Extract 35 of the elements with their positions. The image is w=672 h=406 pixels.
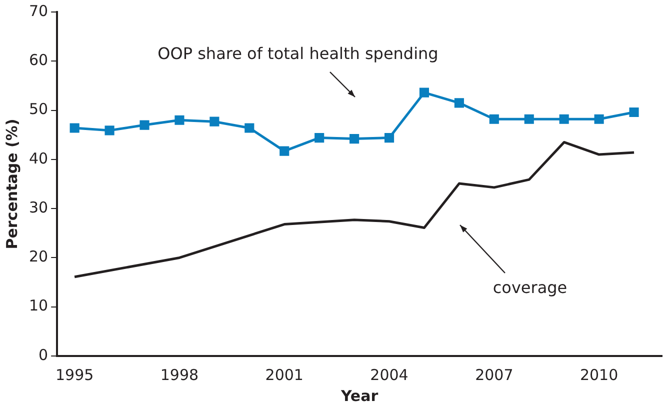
y-tick-label: 20 (28, 248, 48, 266)
y-tick-label: 70 (28, 2, 48, 20)
y-tick-label: 50 (28, 100, 48, 118)
point (524, 114, 534, 124)
point (280, 146, 290, 156)
point (244, 123, 254, 133)
x-tick-label: 2007 (475, 366, 514, 384)
y-tick-label: 10 (28, 296, 48, 315)
point (70, 123, 80, 133)
point (489, 114, 499, 124)
point (454, 98, 464, 108)
point (350, 134, 360, 144)
x-tick-label: 1998 (160, 366, 199, 384)
x-axis-title: Year (340, 386, 379, 405)
x-tick-label: 2010 (580, 366, 618, 384)
point (174, 115, 184, 125)
point (559, 114, 569, 124)
point (594, 114, 604, 124)
x-tick-label: 1995 (55, 366, 94, 384)
point (104, 126, 114, 136)
point (314, 133, 324, 143)
annotation: OOP share of total health spending (158, 44, 438, 64)
annotation: coverage (492, 278, 568, 298)
point (140, 120, 150, 130)
x-tick-label: 2001 (265, 366, 304, 384)
y-axis-title: Percentage (%) (2, 118, 21, 250)
x-tick-label: 2004 (370, 366, 408, 384)
point (384, 133, 394, 143)
point (419, 88, 430, 98)
point (629, 107, 639, 118)
y-tick-label: 30 (28, 198, 48, 216)
y-tick-label: 60 (28, 51, 48, 70)
y-tick-label: 0 (38, 346, 48, 364)
point (210, 116, 220, 126)
y-tick-label: 40 (28, 149, 48, 168)
